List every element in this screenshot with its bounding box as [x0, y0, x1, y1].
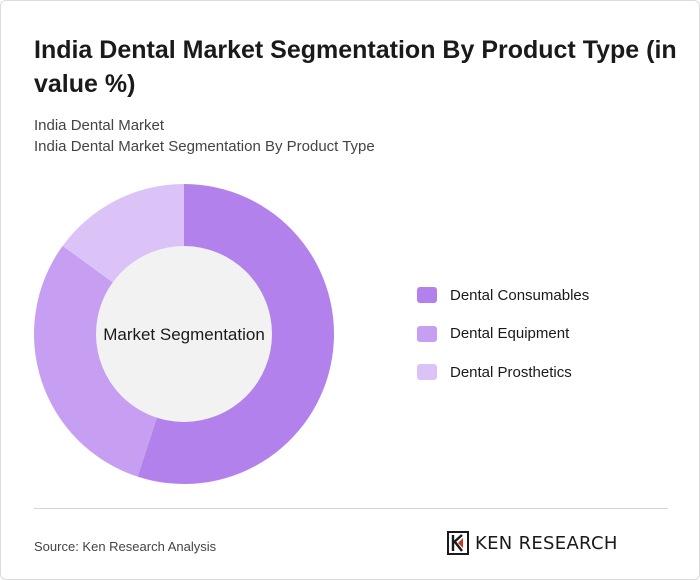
- legend-label: Dental Consumables: [450, 286, 590, 304]
- legend: Dental Consumables Dental Equipment Dental…: [417, 285, 589, 401]
- source-text: Source: Ken Research Analysis: [34, 539, 217, 554]
- ken-logo-icon: [447, 531, 469, 555]
- subtitle-line-2: India Dental Market Segmentation By Prod…: [34, 138, 375, 155]
- chart-subtitle: India Dental Market India Dental Market …: [34, 115, 375, 157]
- chart-title: India Dental Market Segmentation By Prod…: [34, 36, 677, 98]
- center-label: Market Segmentation: [103, 325, 265, 344]
- legend-label: Dental Prosthetics: [450, 363, 572, 381]
- subtitle-line-1: India Dental Market: [34, 117, 165, 134]
- donut-chart: Market Segmentation: [33, 184, 334, 484]
- legend-item-dental-prosthetics: Dental Prosthetics: [417, 362, 589, 382]
- legend-swatch: [417, 325, 437, 342]
- donut-hole: [96, 246, 272, 422]
- legend-item-dental-equipment: Dental Equipment: [417, 324, 589, 344]
- legend-swatch: [417, 364, 437, 380]
- legend-swatch: [417, 287, 437, 303]
- logo-text: KEN RESEARCH: [475, 532, 618, 554]
- legend-label: Dental Equipment: [450, 325, 570, 342]
- ken-research-logo: KEN RESEARCH: [447, 531, 618, 555]
- footer-divider: [34, 508, 668, 509]
- legend-item-dental-consumables: Dental Consumables: [417, 285, 589, 305]
